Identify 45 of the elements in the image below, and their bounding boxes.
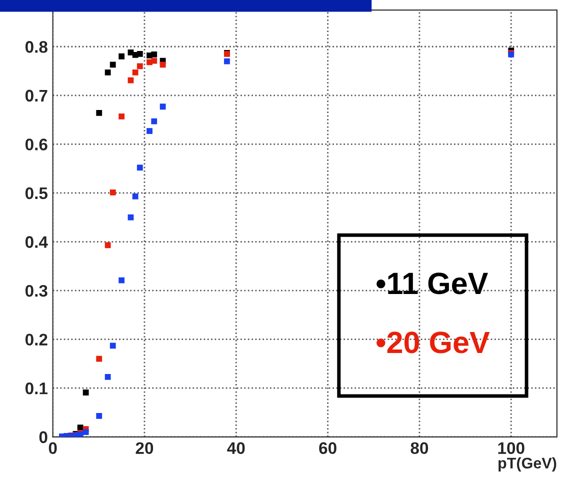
point — [104, 242, 111, 248]
point — [110, 342, 116, 349]
point — [224, 58, 230, 64]
point — [132, 193, 138, 200]
y-tick-label: 0.6 — [25, 138, 48, 150]
point — [104, 374, 111, 380]
point — [160, 104, 166, 110]
x-tick-label: 40 — [227, 442, 245, 454]
point — [136, 50, 143, 57]
point — [104, 70, 111, 76]
text: •11 GeV — [376, 272, 488, 294]
y-tick-label: 0.2 — [25, 334, 48, 346]
text: •20 GeV — [376, 332, 490, 354]
point — [132, 70, 138, 76]
point — [136, 63, 143, 70]
x-tick-label: 80 — [410, 442, 428, 454]
point — [136, 164, 143, 171]
point — [128, 214, 134, 220]
x-tick-label: 0 — [48, 442, 57, 454]
x-axis-title: pT(GeV) — [498, 457, 556, 472]
y-tick-label: 0.5 — [25, 187, 48, 200]
y-tick-label: 0 — [39, 431, 48, 444]
x-tick-label: 20 — [136, 442, 154, 454]
y-tick-label: 0.3 — [25, 284, 48, 297]
point — [151, 118, 158, 124]
x-tick-label: 100 — [498, 442, 524, 454]
point — [82, 390, 89, 396]
point — [118, 113, 125, 120]
point — [151, 58, 158, 64]
point — [110, 62, 116, 68]
point — [160, 62, 166, 68]
x-tick-label: 60 — [319, 442, 336, 454]
y-tick-label: 0.4 — [25, 236, 48, 248]
point — [118, 53, 125, 60]
point — [118, 277, 125, 284]
point — [146, 128, 152, 134]
point — [96, 412, 102, 419]
y-tick-label: 0.8 — [25, 41, 48, 53]
y-tick-label: 0.1 — [25, 382, 48, 394]
point — [151, 51, 158, 58]
point — [96, 110, 102, 116]
point — [82, 429, 89, 435]
y-tick-label: 0.7 — [25, 90, 48, 102]
point — [96, 356, 102, 362]
point — [110, 190, 116, 196]
